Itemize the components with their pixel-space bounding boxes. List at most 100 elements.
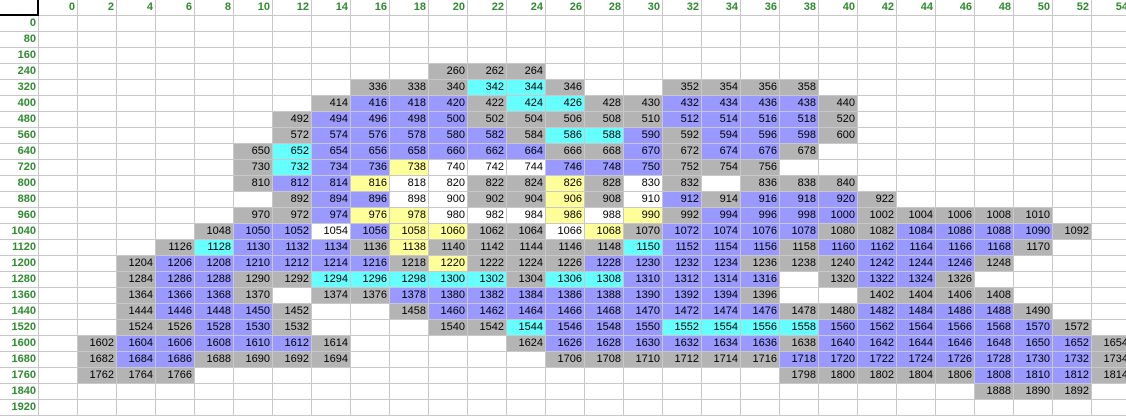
grid-cell[interactable]: 1404 [897, 288, 936, 304]
grid-cell[interactable] [156, 112, 195, 128]
grid-cell[interactable]: 1312 [663, 272, 702, 288]
grid-cell[interactable] [936, 128, 975, 144]
grid-cell[interactable]: 342 [468, 80, 507, 96]
grid-cell[interactable] [468, 400, 507, 416]
grid-cell[interactable]: 1648 [975, 336, 1014, 352]
grid-cell[interactable] [975, 64, 1014, 80]
grid-cell[interactable]: 892 [273, 192, 312, 208]
grid-cell[interactable] [468, 384, 507, 400]
grid-cell[interactable]: 754 [702, 160, 741, 176]
grid-cell[interactable] [117, 160, 156, 176]
column-header[interactable]: 42 [858, 0, 897, 16]
grid-cell[interactable] [780, 160, 819, 176]
grid-cell[interactable]: 674 [702, 144, 741, 160]
grid-cell[interactable]: 660 [429, 144, 468, 160]
grid-cell[interactable] [429, 336, 468, 352]
grid-cell[interactable] [819, 288, 858, 304]
row-header[interactable]: 160 [0, 48, 39, 64]
grid-cell[interactable]: 1310 [624, 272, 663, 288]
row-header[interactable]: 240 [0, 64, 39, 80]
grid-cell[interactable] [975, 96, 1014, 112]
grid-cell[interactable] [975, 272, 1014, 288]
grid-cell[interactable] [897, 80, 936, 96]
grid-cell[interactable] [234, 16, 273, 32]
grid-cell[interactable] [390, 384, 429, 400]
grid-cell[interactable] [702, 48, 741, 64]
grid-cell[interactable] [312, 32, 351, 48]
grid-cell[interactable] [780, 16, 819, 32]
grid-cell[interactable] [234, 112, 273, 128]
grid-cell[interactable] [195, 384, 234, 400]
grid-cell[interactable] [390, 400, 429, 416]
grid-cell[interactable] [1092, 192, 1126, 208]
grid-cell[interactable]: 1556 [741, 320, 780, 336]
grid-cell[interactable] [78, 320, 117, 336]
grid-cell[interactable]: 1800 [819, 368, 858, 384]
grid-cell[interactable]: 496 [351, 112, 390, 128]
grid-cell[interactable]: 1452 [273, 304, 312, 320]
grid-cell[interactable] [1053, 64, 1092, 80]
grid-cell[interactable]: 1628 [585, 336, 624, 352]
grid-cell[interactable]: 1446 [156, 304, 195, 320]
grid-cell[interactable]: 904 [507, 192, 546, 208]
row-header[interactable]: 480 [0, 112, 39, 128]
grid-cell[interactable]: 1304 [507, 272, 546, 288]
grid-cell[interactable] [819, 48, 858, 64]
row-header[interactable]: 560 [0, 128, 39, 144]
grid-cell[interactable]: 1294 [312, 272, 351, 288]
grid-cell[interactable] [39, 176, 78, 192]
grid-cell[interactable]: 502 [468, 112, 507, 128]
grid-cell[interactable]: 972 [273, 208, 312, 224]
grid-cell[interactable] [1014, 96, 1053, 112]
grid-cell[interactable]: 1604 [117, 336, 156, 352]
grid-cell[interactable] [195, 112, 234, 128]
grid-cell[interactable] [897, 400, 936, 416]
grid-cell[interactable]: 1374 [312, 288, 351, 304]
grid-cell[interactable] [195, 48, 234, 64]
grid-cell[interactable] [312, 16, 351, 32]
grid-cell[interactable] [39, 80, 78, 96]
column-header[interactable]: 52 [1053, 0, 1092, 16]
grid-cell[interactable]: 1650 [1014, 336, 1053, 352]
grid-cell[interactable] [858, 16, 897, 32]
grid-cell[interactable]: 1464 [507, 304, 546, 320]
grid-cell[interactable]: 1570 [1014, 320, 1053, 336]
grid-cell[interactable] [585, 64, 624, 80]
grid-cell[interactable]: 1220 [429, 256, 468, 272]
grid-cell[interactable]: 1226 [546, 256, 585, 272]
grid-cell[interactable] [936, 64, 975, 80]
grid-cell[interactable]: 418 [390, 96, 429, 112]
grid-cell[interactable] [351, 400, 390, 416]
grid-cell[interactable] [1014, 400, 1053, 416]
grid-cell[interactable] [897, 192, 936, 208]
grid-cell[interactable] [273, 64, 312, 80]
grid-cell[interactable] [1092, 176, 1126, 192]
grid-cell[interactable] [1092, 272, 1126, 288]
grid-cell[interactable] [936, 112, 975, 128]
grid-cell[interactable]: 1806 [936, 368, 975, 384]
grid-cell[interactable]: 652 [273, 144, 312, 160]
grid-cell[interactable]: 1730 [1014, 352, 1053, 368]
grid-cell[interactable] [1053, 96, 1092, 112]
grid-cell[interactable] [507, 384, 546, 400]
grid-cell[interactable]: 1566 [936, 320, 975, 336]
grid-cell[interactable]: 906 [546, 192, 585, 208]
grid-cell[interactable]: 1158 [780, 240, 819, 256]
row-header[interactable]: 1760 [0, 368, 39, 384]
grid-cell[interactable] [390, 352, 429, 368]
grid-cell[interactable] [39, 256, 78, 272]
grid-cell[interactable] [78, 288, 117, 304]
grid-cell[interactable]: 1064 [507, 224, 546, 240]
grid-cell[interactable]: 1300 [429, 272, 468, 288]
grid-cell[interactable]: 1732 [1053, 352, 1092, 368]
grid-cell[interactable]: 508 [585, 112, 624, 128]
grid-cell[interactable]: 582 [468, 128, 507, 144]
grid-cell[interactable] [780, 272, 819, 288]
grid-cell[interactable] [1092, 320, 1126, 336]
grid-cell[interactable] [702, 368, 741, 384]
grid-cell[interactable] [897, 144, 936, 160]
grid-cell[interactable]: 996 [741, 208, 780, 224]
column-header[interactable]: 18 [390, 0, 429, 16]
grid-cell[interactable] [429, 368, 468, 384]
grid-cell[interactable]: 1316 [741, 272, 780, 288]
